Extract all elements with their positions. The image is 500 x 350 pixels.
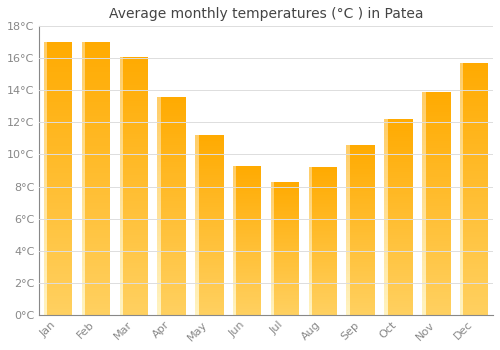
- Title: Average monthly temperatures (°C ) in Patea: Average monthly temperatures (°C ) in Pa…: [109, 7, 424, 21]
